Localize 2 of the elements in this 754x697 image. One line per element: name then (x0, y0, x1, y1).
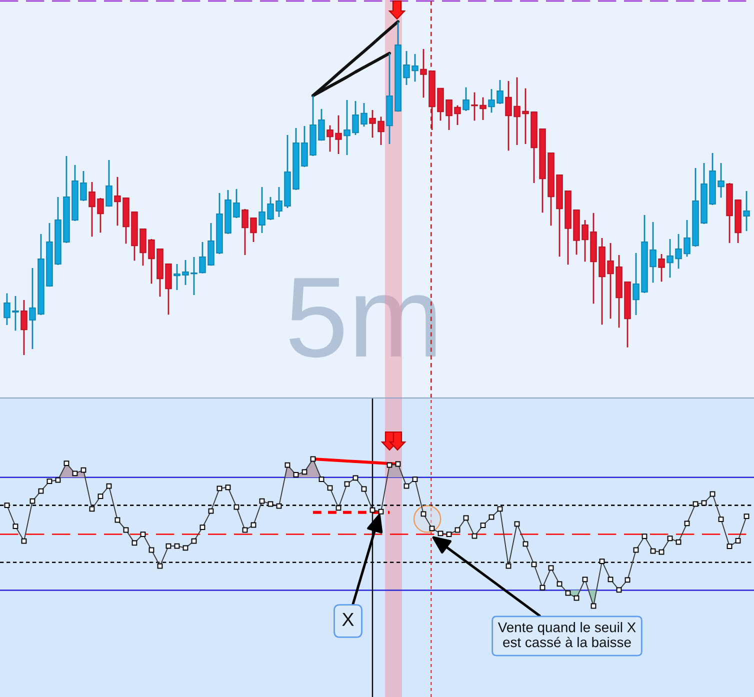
text: X (342, 612, 354, 626)
text: Vente quand le seuil X est cassé à la baisse (498, 622, 636, 648)
